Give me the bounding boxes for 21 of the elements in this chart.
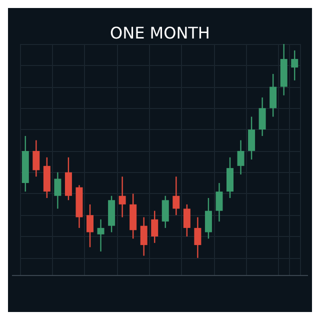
candlestick (291, 50, 298, 81)
candlestick (118, 176, 126, 218)
candlestick (237, 140, 244, 176)
candlestick (204, 197, 212, 240)
candlestick (226, 156, 234, 199)
candlestick (183, 204, 190, 238)
candlestick (64, 156, 72, 201)
candlestick (162, 195, 169, 229)
candlestick (248, 116, 256, 160)
candlestick (86, 204, 94, 248)
candlestick (258, 96, 266, 137)
chart-title: ONE MONTH (110, 24, 210, 42)
candlestick (194, 216, 202, 258)
candlestick (172, 176, 180, 216)
candlestick (32, 140, 40, 178)
candlestick (270, 73, 277, 118)
candlestick (151, 210, 158, 244)
candlestick (140, 216, 148, 256)
candlestick (97, 218, 104, 252)
candlestick (216, 182, 223, 222)
candlestick (54, 172, 62, 210)
